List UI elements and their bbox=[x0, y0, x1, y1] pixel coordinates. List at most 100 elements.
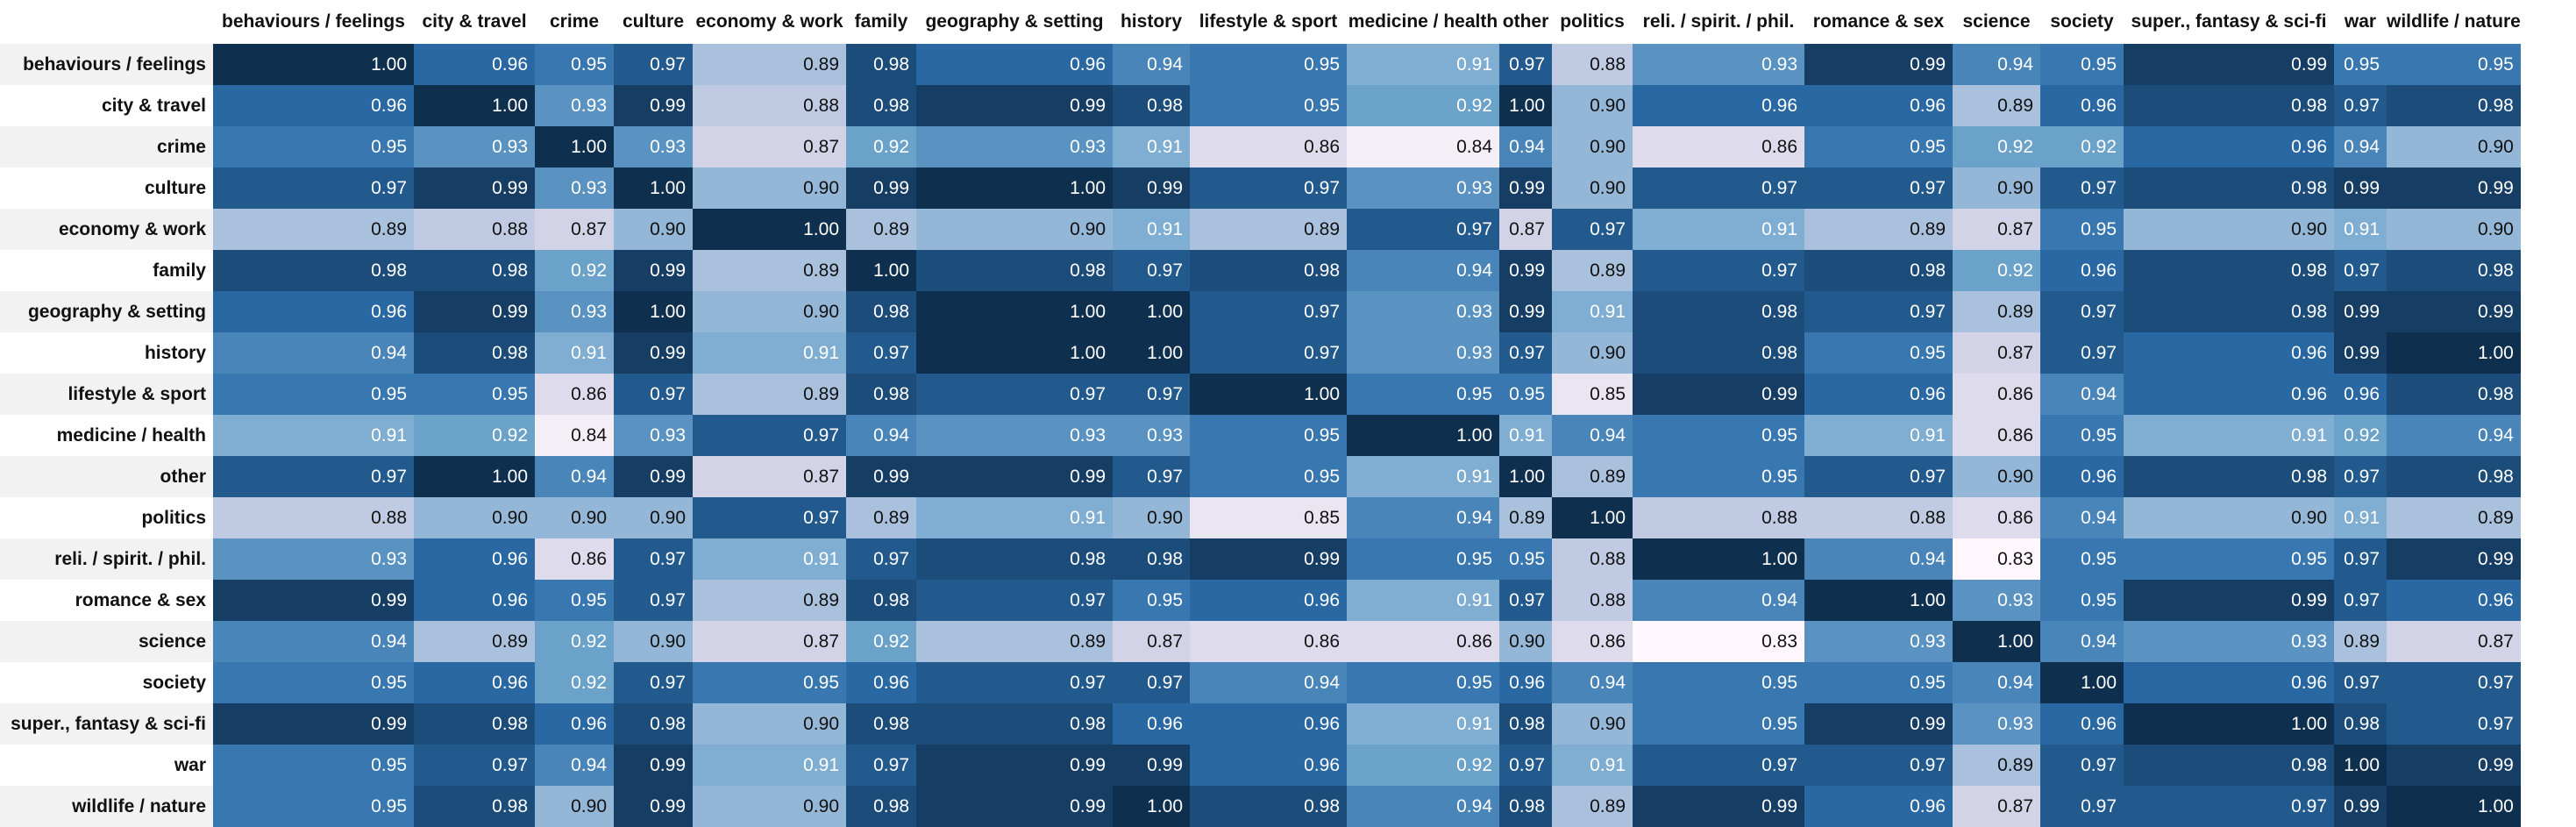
heatmap-cell: 0.94 bbox=[1953, 662, 2040, 703]
heatmap-cell: 0.97 bbox=[1499, 745, 1552, 786]
heatmap-cell: 0.94 bbox=[1804, 538, 1953, 580]
heatmap-cell: 0.97 bbox=[1190, 332, 1347, 374]
heatmap-cell: 0.96 bbox=[1113, 703, 1190, 745]
heatmap-cell: 0.87 bbox=[693, 456, 846, 497]
row-label: family bbox=[0, 250, 213, 291]
heatmap-cell: 0.98 bbox=[846, 374, 916, 415]
row-label: city & travel bbox=[0, 85, 213, 126]
heatmap-cell: 0.98 bbox=[1633, 291, 1804, 332]
heatmap-cell: 0.93 bbox=[1804, 621, 1953, 662]
heatmap-cell: 0.99 bbox=[2387, 291, 2521, 332]
heatmap-cell: 0.95 bbox=[213, 786, 414, 827]
column-label: war bbox=[2334, 0, 2387, 44]
heatmap-cell: 0.95 bbox=[1190, 44, 1347, 85]
heatmap-cell: 0.96 bbox=[2124, 374, 2334, 415]
heatmap-cell: 0.92 bbox=[535, 250, 614, 291]
column-label: culture bbox=[614, 0, 693, 44]
heatmap-cell: 1.00 bbox=[1190, 374, 1347, 415]
heatmap-cell: 0.99 bbox=[614, 332, 693, 374]
heatmap-cell: 0.98 bbox=[1499, 786, 1552, 827]
heatmap-cell: 0.97 bbox=[614, 44, 693, 85]
heatmap-cell: 0.96 bbox=[213, 85, 414, 126]
row-label: politics bbox=[0, 497, 213, 538]
heatmap-cell: 0.93 bbox=[614, 126, 693, 168]
heatmap-cell: 0.95 bbox=[2040, 538, 2124, 580]
heatmap-cell: 0.99 bbox=[1804, 44, 1953, 85]
heatmap-cell: 1.00 bbox=[2387, 786, 2521, 827]
heatmap-row: lifestyle & sport 0.95 0.95 0.86 0.97 0.89 0.9… bbox=[0, 374, 2521, 415]
heatmap-cell: 0.89 bbox=[1499, 497, 1552, 538]
heatmap-cell: 0.95 bbox=[1347, 662, 1499, 703]
column-label: economy & work bbox=[693, 0, 846, 44]
heatmap-cell: 0.97 bbox=[2334, 580, 2387, 621]
heatmap-cell: 0.97 bbox=[846, 538, 916, 580]
heatmap-cell: 0.95 bbox=[535, 44, 614, 85]
heatmap-cell: 0.87 bbox=[693, 621, 846, 662]
heatmap-cell: 0.93 bbox=[213, 538, 414, 580]
heatmap-cell: 0.97 bbox=[2124, 786, 2334, 827]
heatmap-cell: 0.90 bbox=[1552, 126, 1633, 168]
heatmap-cell: 1.00 bbox=[414, 456, 535, 497]
heatmap-cell: 0.98 bbox=[614, 703, 693, 745]
heatmap-cell: 0.99 bbox=[614, 745, 693, 786]
heatmap-cell: 0.94 bbox=[213, 332, 414, 374]
heatmap-cell: 0.97 bbox=[614, 538, 693, 580]
heatmap-cell: 0.91 bbox=[693, 332, 846, 374]
heatmap-cell: 0.96 bbox=[2334, 374, 2387, 415]
heatmap-cell: 0.98 bbox=[846, 703, 916, 745]
heatmap-cell: 0.86 bbox=[535, 374, 614, 415]
heatmap-cell: 0.99 bbox=[846, 456, 916, 497]
heatmap-cell: 0.89 bbox=[846, 209, 916, 250]
heatmap-cell: 0.95 bbox=[2387, 44, 2521, 85]
heatmap-cell: 0.99 bbox=[2387, 745, 2521, 786]
heatmap-cell: 0.94 bbox=[2334, 126, 2387, 168]
heatmap-cell: 0.86 bbox=[1953, 415, 2040, 456]
heatmap-cell: 0.96 bbox=[2124, 126, 2334, 168]
heatmap-cell: 0.91 bbox=[535, 332, 614, 374]
heatmap-cell: 0.99 bbox=[614, 85, 693, 126]
heatmap-cell: 1.00 bbox=[1953, 621, 2040, 662]
heatmap-cell: 0.91 bbox=[2334, 497, 2387, 538]
heatmap-cell: 0.89 bbox=[1804, 209, 1953, 250]
heatmap-cell: 0.94 bbox=[846, 415, 916, 456]
heatmap-cell: 0.89 bbox=[1190, 209, 1347, 250]
heatmap-cell: 0.98 bbox=[2124, 456, 2334, 497]
heatmap-cell: 1.00 bbox=[1113, 786, 1190, 827]
heatmap-cell: 0.87 bbox=[1499, 209, 1552, 250]
heatmap-cell: 0.95 bbox=[1499, 374, 1552, 415]
heatmap-cell: 0.89 bbox=[213, 209, 414, 250]
row-label: lifestyle & sport bbox=[0, 374, 213, 415]
heatmap-cell: 0.97 bbox=[846, 332, 916, 374]
heatmap-row: medicine / health 0.91 0.92 0.84 0.93 0.97 0.9… bbox=[0, 415, 2521, 456]
heatmap-cell: 0.95 bbox=[2124, 538, 2334, 580]
heatmap-cell: 0.95 bbox=[213, 374, 414, 415]
heatmap-cell: 1.00 bbox=[614, 291, 693, 332]
heatmap-cell: 0.91 bbox=[1633, 209, 1804, 250]
heatmap-cell: 0.91 bbox=[1113, 209, 1190, 250]
heatmap-cell: 1.00 bbox=[846, 250, 916, 291]
column-label: crime bbox=[535, 0, 614, 44]
heatmap-cell: 0.99 bbox=[916, 745, 1113, 786]
heatmap-cell: 0.97 bbox=[2334, 85, 2387, 126]
row-label: science bbox=[0, 621, 213, 662]
heatmap-cell: 0.97 bbox=[1499, 580, 1552, 621]
heatmap-cell: 0.98 bbox=[1190, 786, 1347, 827]
heatmap-cell: 0.99 bbox=[1633, 374, 1804, 415]
heatmap-cell: 0.95 bbox=[1804, 332, 1953, 374]
heatmap-cell: 1.00 bbox=[1499, 456, 1552, 497]
heatmap-cell: 0.90 bbox=[693, 703, 846, 745]
heatmap-cell: 0.95 bbox=[2334, 44, 2387, 85]
heatmap-cell: 0.96 bbox=[1633, 85, 1804, 126]
heatmap-cell: 0.83 bbox=[1953, 538, 2040, 580]
heatmap-cell: 0.86 bbox=[1190, 621, 1347, 662]
heatmap-cell: 0.98 bbox=[414, 250, 535, 291]
heatmap-cell: 0.95 bbox=[2040, 44, 2124, 85]
column-label: history bbox=[1113, 0, 1190, 44]
heatmap-cell: 0.89 bbox=[414, 621, 535, 662]
heatmap-cell: 0.95 bbox=[213, 662, 414, 703]
heatmap-cell: 0.94 bbox=[1552, 662, 1633, 703]
row-label: culture bbox=[0, 168, 213, 209]
heatmap-cell: 0.90 bbox=[1552, 85, 1633, 126]
heatmap-row: war 0.95 0.97 0.94 0.99 0.91 0.97 0.99 0.99 0.96 0… bbox=[0, 745, 2521, 786]
heatmap-cell: 0.98 bbox=[2387, 374, 2521, 415]
